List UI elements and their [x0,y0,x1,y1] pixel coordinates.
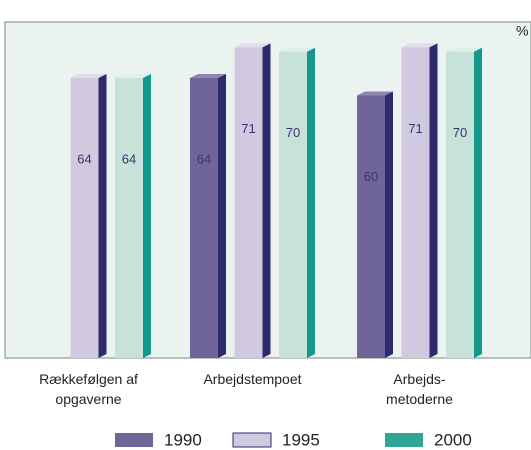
value-label: 70 [453,125,467,140]
bar-face [307,47,315,358]
legend-label: 1990 [164,430,202,449]
bar-face [115,74,151,78]
legend-swatch [115,433,153,447]
x-tick-label: Arbejds-metoderne [386,371,453,407]
bar-face [190,74,226,78]
bar-face [446,51,474,358]
value-label: 60 [364,169,378,184]
bar-face [190,78,218,358]
bar [401,43,438,358]
bar-face [357,91,393,96]
bar-face [279,51,307,358]
bar-face [98,74,107,358]
legend-swatch [232,432,272,448]
legend-label: 2000 [434,430,472,449]
bar-face [115,78,143,358]
bar-face [279,47,315,52]
bar [357,91,393,358]
bar [115,74,151,358]
bar-face [401,43,438,48]
bar-face [70,78,99,358]
value-label: 64 [122,151,136,166]
x-tick-label: Rækkefølgen af opgaverne [39,371,138,407]
bar-face [474,47,482,358]
bar-face [234,47,263,358]
bar [234,43,271,358]
bar [190,74,226,358]
bar-face [357,95,385,358]
value-label: 64 [77,151,91,166]
value-label: 70 [286,125,300,140]
bar-face [143,74,151,358]
x-tick-label: Arbejdstempoet [203,371,301,387]
unit-label: % [516,23,528,39]
legend-label: 1995 [282,430,320,449]
bar [70,74,107,358]
legend-swatch [385,433,423,447]
bar-face [262,43,271,358]
bar [446,47,482,358]
bar-face [429,43,438,358]
value-label: 71 [408,121,422,136]
bar-face [446,47,482,52]
bar-face [70,74,107,78]
bar-face [218,74,226,358]
bar-face [401,47,430,358]
bar-face [385,91,393,358]
bar [279,47,315,358]
value-label: 71 [241,121,255,136]
value-label: 64 [197,151,211,166]
bar-face [234,43,271,48]
